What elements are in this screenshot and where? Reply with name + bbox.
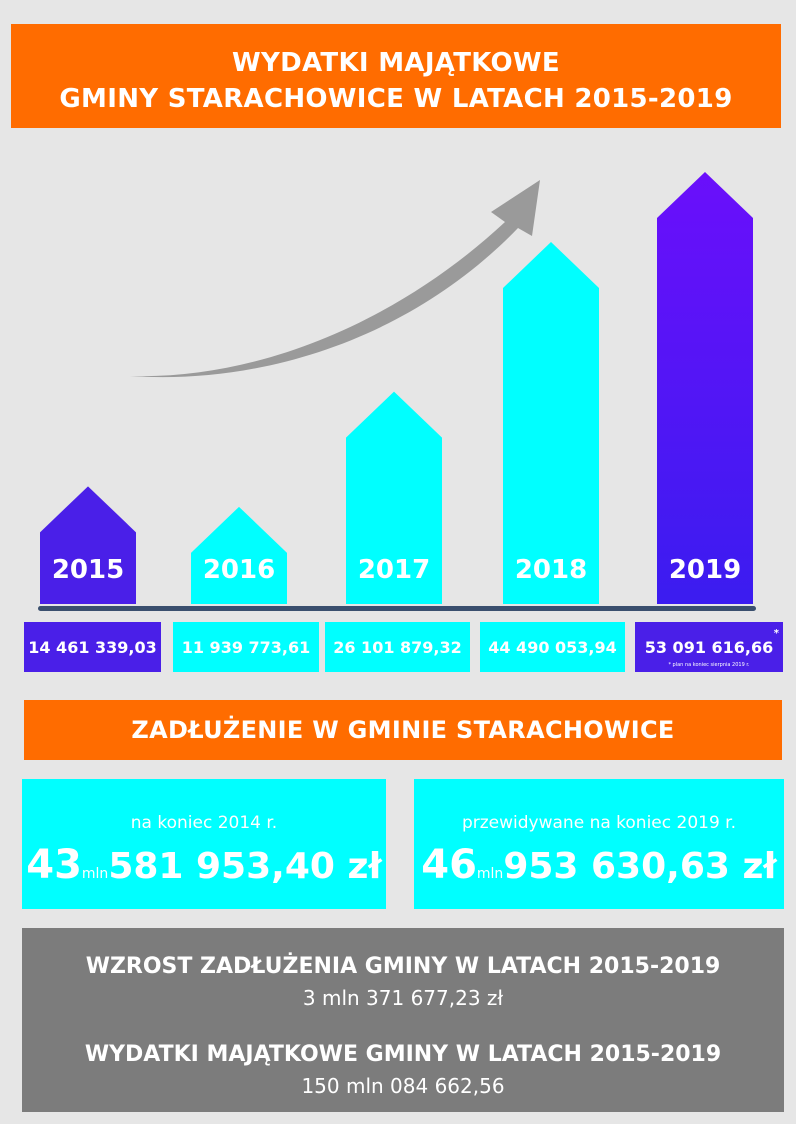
bar-2017: [346, 391, 442, 604]
debt-2014-amount: 43mln581 953,40 zł: [22, 842, 386, 888]
title-line-1: WYDATKI MAJĄTKOWE: [232, 48, 560, 78]
value-label-2019: 53 091 616,66: [644, 637, 774, 657]
debt-2019-caption: przewidywane na koniec 2019 r.: [461, 813, 737, 833]
debt-2019-box: przewidywane na koniec 2019 r. 46mln953 …: [414, 779, 784, 909]
value-box-2019: 53 091 616,66 * * plan na koniec sierpnia …: [635, 622, 783, 672]
trend-arrow-icon: [130, 180, 540, 378]
debt-banner: ZADŁUŻENIE W GMINIE STARACHOWICE: [24, 700, 782, 760]
value-box-2017: 26 101 879,32: [325, 622, 470, 672]
spending-title: WYDATKI MAJĄTKOWE GMINY W LATACH 2015-20…: [84, 1042, 722, 1067]
debt-2014-mln-unit: mln: [81, 866, 109, 882]
bar-2016: [191, 506, 287, 604]
footnote-text: * plan na koniec sierpnia 2019 r.: [668, 662, 750, 668]
debt-2014-millions: 43: [26, 842, 82, 888]
bar-2015: [40, 486, 136, 604]
debt-2019-millions: 46: [421, 842, 477, 888]
bar-label-2019: 2019: [669, 555, 741, 585]
value-box-2016: 11 939 773,61: [173, 622, 319, 672]
debt-2014-caption: na koniec 2014 r.: [130, 813, 278, 833]
bar-chart: 2015 2016 2017 2018 2019: [38, 172, 756, 611]
growth-value: 3 mln 371 677,23 zł: [302, 986, 504, 1010]
debt-2019-amount: 46mln953 630,63 zł: [414, 842, 784, 888]
summary-box: WZROST ZADŁUŻENIA GMINY W LATACH 2015-20…: [22, 928, 784, 1112]
title-line-2: GMINY STARACHOWICE W LATACH 2015-2019: [59, 84, 733, 114]
value-label-2015: 14 461 339,03: [28, 637, 157, 657]
bar-label-2016: 2016: [203, 555, 275, 585]
debt-2019-mln-unit: mln: [476, 866, 504, 882]
debt-2019-rest: 953 630,63 zł: [503, 846, 777, 887]
spending-value: 150 mln 084 662,56: [301, 1074, 505, 1098]
debt-2014-box: na koniec 2014 r. 43mln581 953,40 zł: [22, 779, 386, 909]
bar-2019: [657, 172, 753, 604]
value-label-2018: 44 490 053,94: [488, 637, 617, 657]
footnote-marker: *: [773, 628, 779, 639]
bar-label-2018: 2018: [515, 555, 587, 585]
debt-2014-rest: 581 953,40 zł: [108, 846, 382, 887]
value-label-2016: 11 939 773,61: [181, 637, 311, 657]
baseline: [38, 606, 756, 611]
bar-label-2015: 2015: [52, 555, 124, 585]
value-box-2015: 14 461 339,03: [24, 622, 161, 672]
bar-label-2017: 2017: [358, 555, 430, 585]
title-banner: WYDATKI MAJĄTKOWE GMINY STARACHOWICE W L…: [11, 24, 781, 128]
growth-title: WZROST ZADŁUŻENIA GMINY W LATACH 2015-20…: [85, 954, 721, 979]
bar-2018: [503, 241, 599, 604]
value-label-2017: 26 101 879,32: [333, 637, 462, 657]
value-box-2018: 44 490 053,94: [480, 622, 625, 672]
debt-title: ZADŁUŻENIE W GMINIE STARACHOWICE: [131, 716, 675, 744]
